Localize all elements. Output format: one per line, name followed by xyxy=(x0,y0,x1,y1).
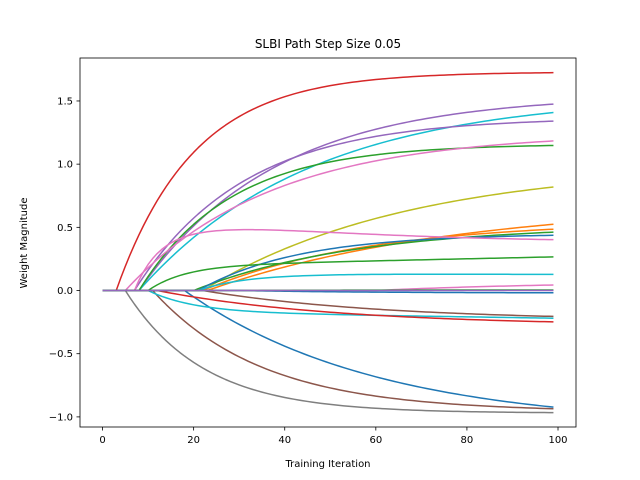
x-tick-label: 0 xyxy=(99,435,105,446)
series-line-w2 xyxy=(102,111,554,292)
x-axis-label: Training Iteration xyxy=(284,459,370,470)
series-line-w15 xyxy=(102,289,554,414)
series-line-w19 xyxy=(102,289,554,323)
y-tick-label: 0.5 xyxy=(57,223,73,234)
series-line-w5 xyxy=(102,140,554,292)
y-axis-label: Weight Magnitude xyxy=(19,198,30,289)
x-tick-label: 60 xyxy=(369,435,382,446)
plot-area xyxy=(102,71,554,414)
x-tick-label: 40 xyxy=(278,435,291,446)
x-tick-label: 100 xyxy=(548,435,567,446)
plot-frame xyxy=(79,57,577,428)
y-tick-label: 1.0 xyxy=(57,160,73,171)
y-tick-label: −1.0 xyxy=(49,412,73,423)
series-line-w16 xyxy=(102,289,554,410)
y-tick-label: 0.0 xyxy=(57,286,73,297)
series-line-w11 xyxy=(102,228,554,292)
series-line-w18 xyxy=(102,289,554,319)
series-line-w0 xyxy=(102,71,554,292)
series-line-w3 xyxy=(102,120,554,292)
y-axis-ticks: −1.0 −0.5 0.0 0.5 1.0 1.5 xyxy=(49,96,80,423)
x-tick-label: 20 xyxy=(187,435,200,446)
x-axis-ticks: 0 20 40 60 80 100 xyxy=(99,427,568,446)
y-tick-label: 1.5 xyxy=(57,96,73,107)
chart-title: SLBI Path Step Size 0.05 xyxy=(255,37,401,51)
series-line-w12 xyxy=(102,256,554,292)
y-tick-label: −0.5 xyxy=(49,349,73,360)
x-tick-label: 80 xyxy=(461,435,474,446)
